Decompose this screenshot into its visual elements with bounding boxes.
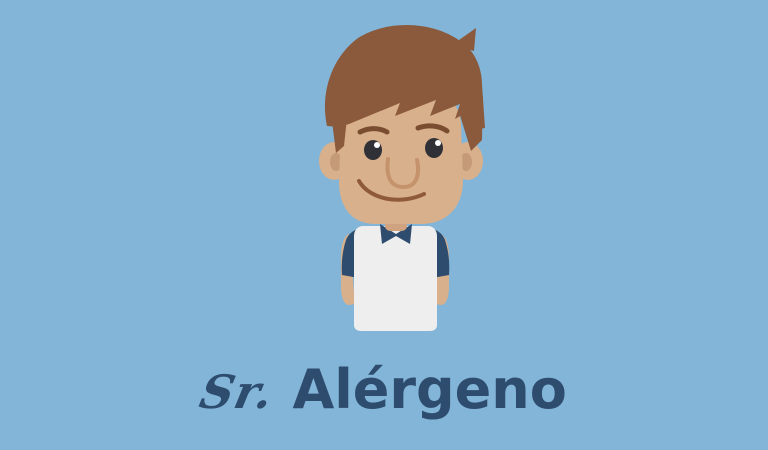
app-logo-wordmark: Sr. Alérgeno (0, 350, 768, 430)
right-eye (425, 138, 443, 158)
logo-prefix: Sr. (195, 365, 280, 419)
logo-name: Alérgeno (292, 358, 567, 421)
right-eyebrow (415, 123, 450, 134)
shirt (354, 226, 437, 331)
left-eye (364, 140, 382, 160)
smile (357, 179, 426, 202)
character-figure (319, 25, 485, 331)
left-eyebrow (357, 126, 390, 135)
hair (324, 25, 485, 131)
nose (385, 157, 421, 189)
